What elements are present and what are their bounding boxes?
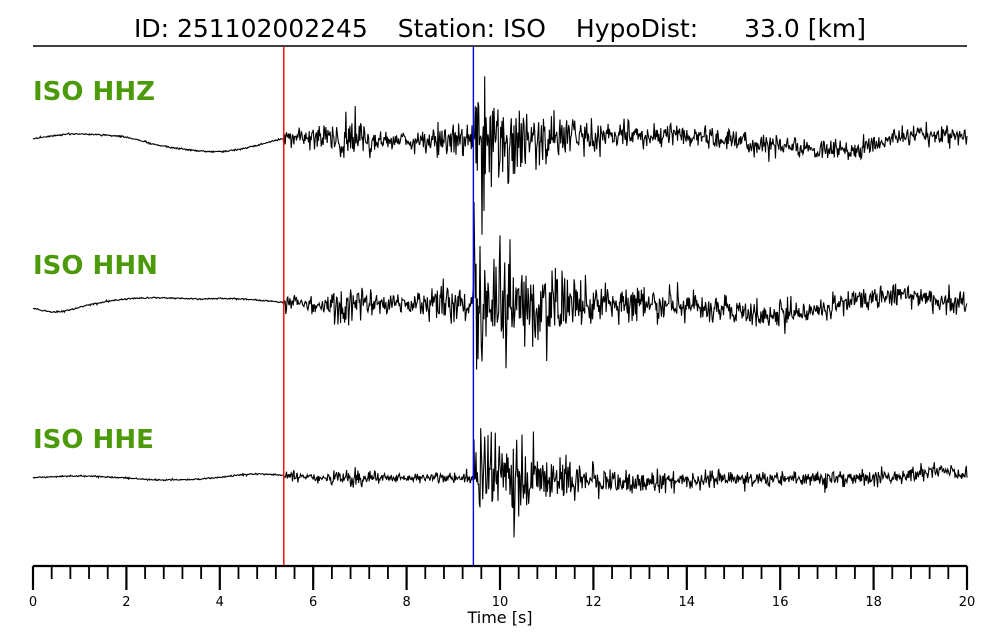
x-tick-label: 20 <box>959 595 976 610</box>
x-tick-label: 0 <box>29 595 37 610</box>
x-axis: 0 2 4 6 8 10 12 14 16 18 20 <box>29 564 976 610</box>
channel-labels: ISO HHZ ISO HHN ISO HHE <box>33 77 158 455</box>
x-tick-label: 12 <box>585 595 602 610</box>
x-tick-label: 8 <box>402 595 410 610</box>
x-tick-label: 4 <box>216 595 224 610</box>
hypodist-label: HypoDist: <box>576 14 698 43</box>
waveform-iso-hhe <box>32 428 968 538</box>
x-tick-label: 14 <box>679 595 696 610</box>
channel-label-iso-hhe: ISO HHE <box>33 425 154 455</box>
waveform-iso-hhz <box>32 76 968 235</box>
x-tick-label: 2 <box>122 595 130 610</box>
channel-label-iso-hhz: ISO HHZ <box>33 77 155 107</box>
station-label: Station: ISO <box>398 14 546 43</box>
channel-label-iso-hhn: ISO HHN <box>33 251 158 281</box>
x-tick-label: 18 <box>865 595 882 610</box>
waveform-iso-hhn <box>32 201 968 370</box>
event-id: ID: 251102002245 <box>134 14 368 43</box>
x-axis-label: Time [s] <box>466 608 532 627</box>
x-tick-label: 10 <box>492 595 509 610</box>
hypodist-value: 33.0 [km] <box>744 14 866 43</box>
x-tick-label: 16 <box>772 595 789 610</box>
figure-title: ID: 251102002245 Station: ISO HypoDist: … <box>134 14 866 43</box>
x-tick-label: 6 <box>309 595 317 610</box>
phase-picks <box>283 47 475 566</box>
waveform-traces <box>32 76 968 538</box>
